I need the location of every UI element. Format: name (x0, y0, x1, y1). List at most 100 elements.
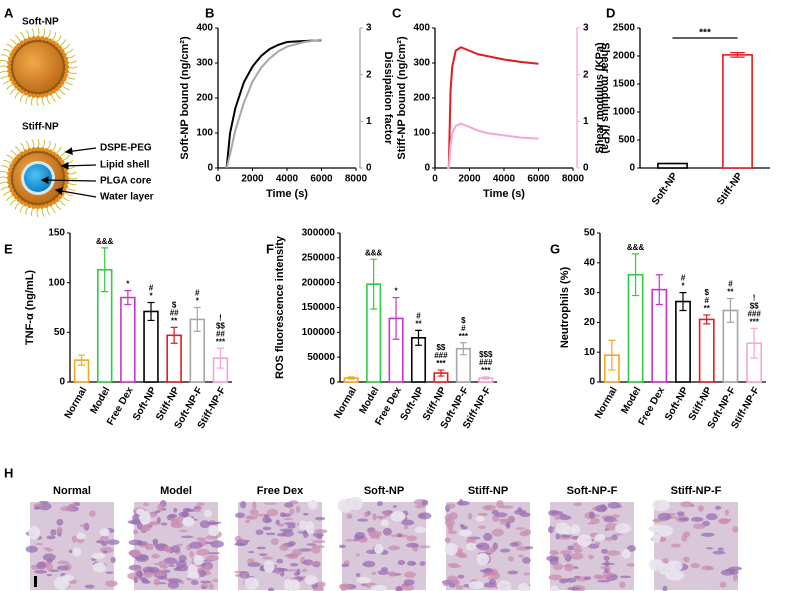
error-bar (170, 326, 178, 344)
y-tick-label: 500 (618, 135, 635, 146)
lipid-head (47, 202, 53, 207)
y2-tick-label: 2 (583, 69, 589, 80)
peg-chain (0, 54, 10, 59)
peg-chain (25, 95, 30, 105)
lipid-head (35, 146, 41, 152)
tissue-cell (606, 550, 621, 556)
tissue-cell (523, 572, 530, 576)
tissue-cell (148, 566, 160, 574)
tissue-cell (36, 561, 47, 570)
peg-chain (0, 165, 10, 170)
tissue-cell (185, 508, 197, 512)
tissue-cell (173, 567, 182, 572)
tissue-cell (210, 540, 224, 548)
image-title: Stiff-NP (468, 485, 508, 497)
tissue-cell (200, 580, 212, 584)
alveolus (244, 577, 259, 590)
tissue-cell (482, 575, 487, 578)
panel-letter: G (550, 241, 560, 256)
alveolus (92, 562, 107, 573)
error-bar (124, 290, 132, 306)
tissue-cell (128, 549, 142, 557)
tissue-cell (447, 562, 459, 567)
tissue-cell (306, 543, 317, 546)
alveolus (390, 511, 406, 522)
tissue-cell (106, 539, 120, 545)
peg-chain (46, 206, 51, 216)
lipid-head (64, 171, 69, 177)
tissue-cell (597, 579, 611, 583)
tissue-cell (555, 533, 560, 540)
tissue-cell (354, 531, 366, 539)
tissue-cell (701, 532, 715, 537)
lipid-head (7, 56, 13, 62)
tissue-cell (662, 585, 668, 591)
diagram-title: Stiff-NP (22, 122, 59, 133)
peg-chain (42, 139, 45, 149)
peg-chain (0, 186, 10, 191)
tissue-cell (560, 549, 573, 555)
y-tick-label: 200000 (302, 277, 336, 288)
y2-tick-label: 3 (366, 23, 372, 34)
tissue-cell (240, 501, 247, 509)
tissue-cell (60, 505, 74, 512)
tissue-cell (383, 510, 391, 517)
peg-chain (0, 181, 9, 185)
tissue-cell (719, 581, 727, 588)
peg-chain (41, 96, 45, 106)
significance-label: * (149, 292, 153, 301)
histology-image (127, 500, 224, 590)
tissue-cell (152, 538, 159, 544)
peg-chain (66, 75, 76, 80)
lipid-head (35, 93, 41, 99)
error-bar (703, 314, 711, 325)
significance-label: # (195, 289, 200, 298)
tissue-cell (619, 575, 632, 579)
alveolus (475, 515, 485, 522)
panel-letter: H (4, 465, 13, 480)
peg-chain (0, 171, 9, 174)
alveolus (465, 542, 477, 551)
x-tick-label: 0 (215, 174, 221, 185)
lipid-head (43, 147, 49, 153)
alveolus (550, 585, 559, 591)
tissue-cell (546, 555, 560, 562)
tissue-cell (375, 515, 387, 519)
significance-label: $$ (750, 301, 759, 310)
tissue-cell (132, 529, 139, 535)
lipid-head (6, 64, 12, 70)
stiff-nanoparticle (0, 138, 78, 218)
alveolus (263, 560, 275, 573)
tissue-cell (339, 583, 352, 590)
error-bar (370, 258, 378, 310)
significance-label: ## (216, 329, 225, 338)
peg-chain (31, 96, 34, 106)
tissue-cell (724, 509, 730, 516)
tissue-cell (573, 575, 581, 579)
alveolus (594, 533, 606, 541)
tissue-cell (143, 571, 154, 579)
error-bar (78, 354, 86, 366)
tissue-cell (317, 529, 322, 533)
tissue-cell (164, 545, 172, 553)
y-tick-label: 300 (413, 58, 430, 69)
lipid-head (35, 204, 41, 210)
arrow (60, 161, 97, 170)
tissue-cell (155, 510, 161, 513)
tissue-cell (338, 544, 346, 549)
lipid-head (27, 203, 33, 209)
alveolus (182, 516, 195, 527)
tissue-cell (151, 553, 160, 559)
tissue-cell (355, 573, 361, 578)
lipid-head (39, 204, 45, 209)
significance-label: $ (704, 288, 709, 297)
tissue-cell (171, 545, 181, 553)
lipid-head (62, 52, 67, 58)
tissue-cell (262, 526, 272, 531)
tissue-cell (173, 507, 178, 513)
tissue-cell (46, 535, 56, 540)
alveolus (652, 499, 670, 512)
tissue-cell (603, 568, 610, 572)
tissue-cell (515, 527, 526, 530)
tissue-cell (261, 556, 274, 560)
